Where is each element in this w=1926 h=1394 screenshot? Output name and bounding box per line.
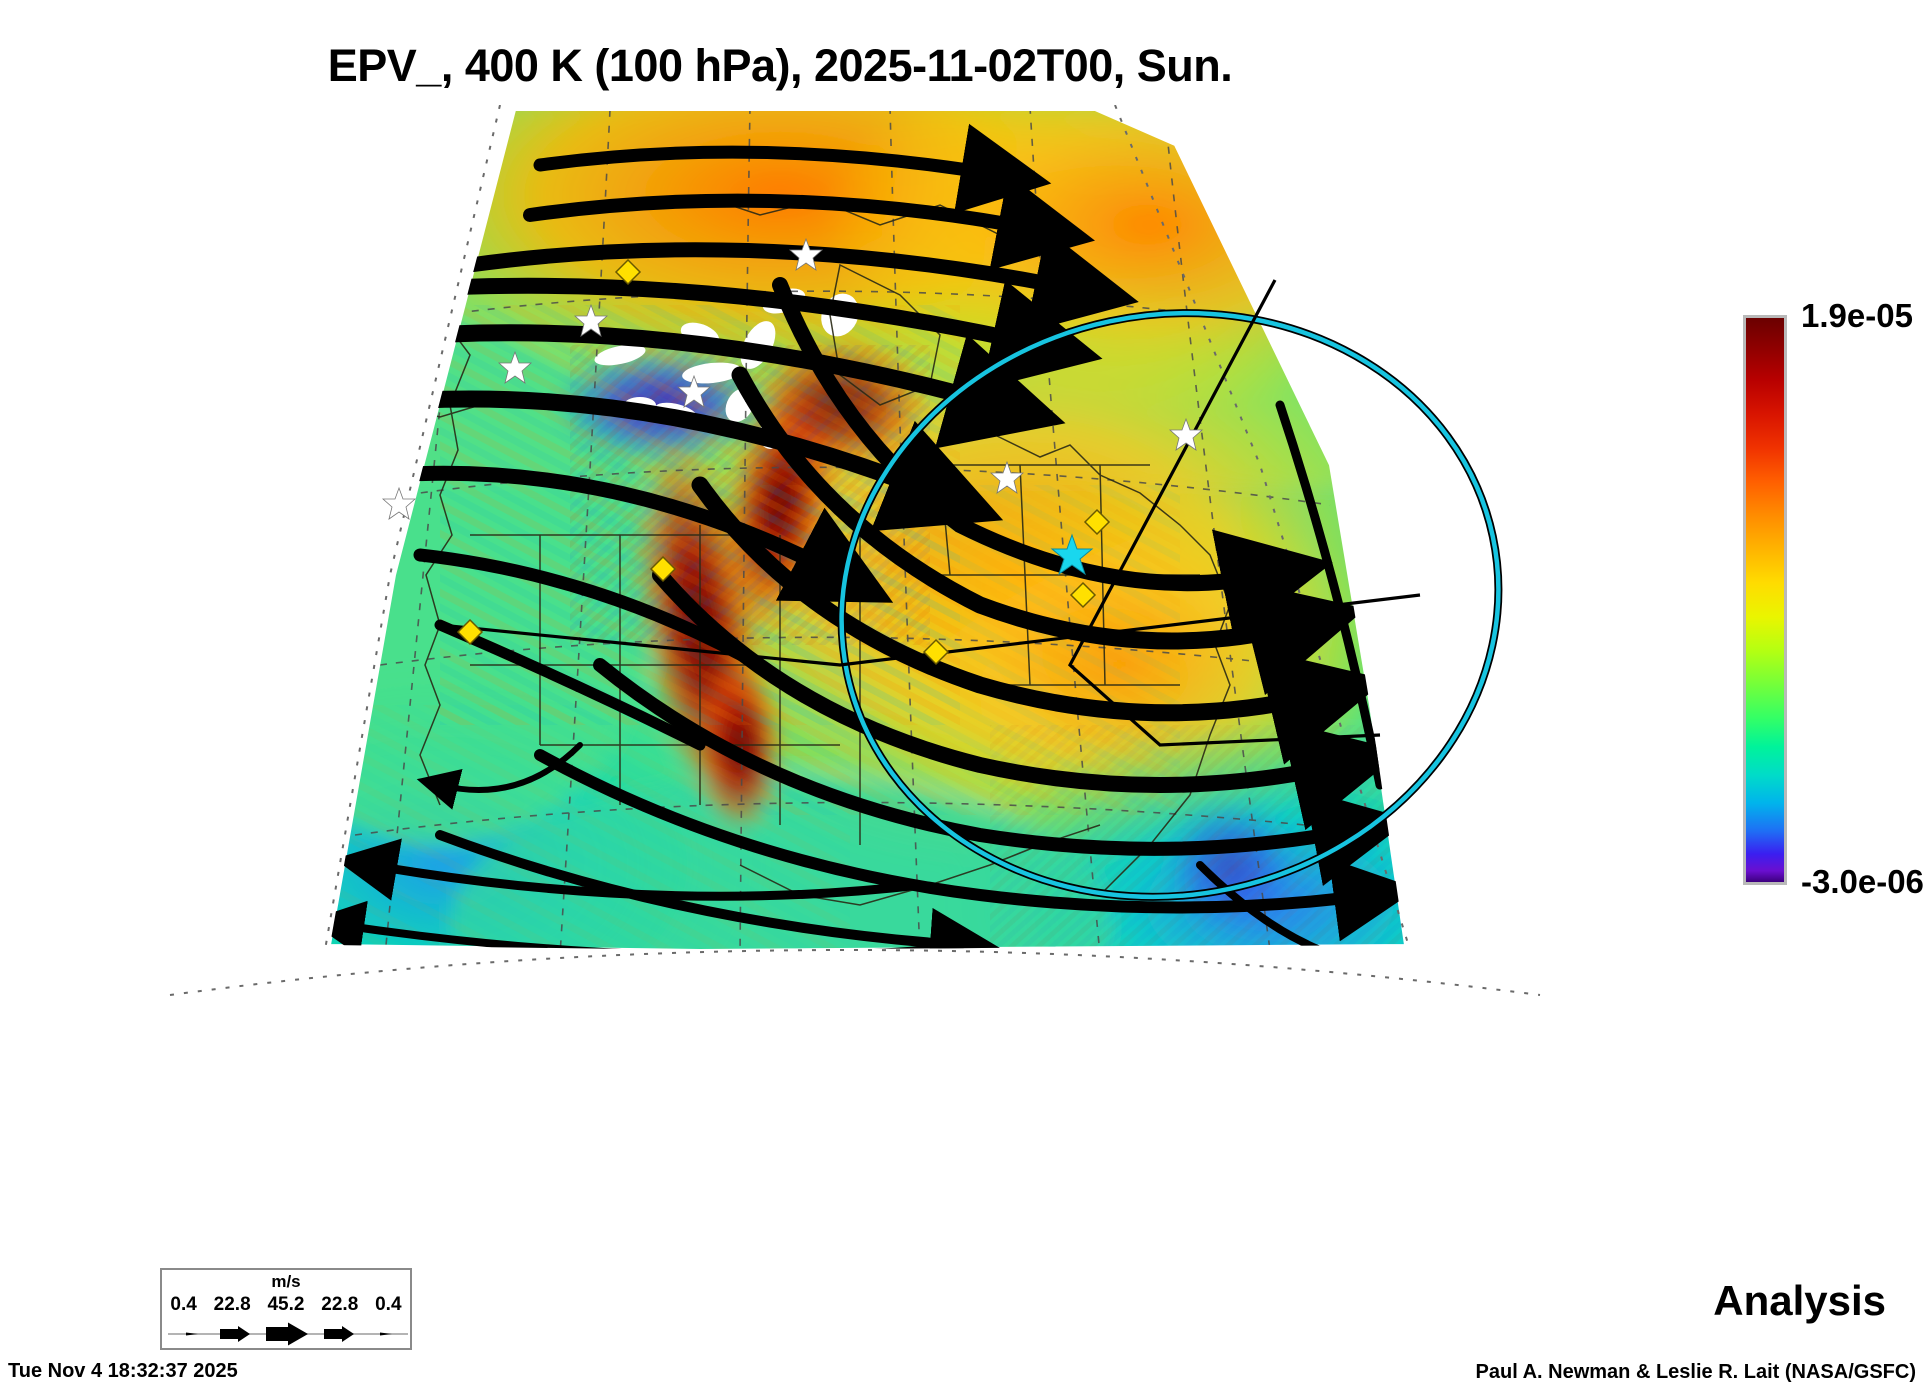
- white-star-marker: [381, 237, 1204, 520]
- wind-value-3: 22.8: [321, 1294, 359, 1315]
- wind-value-2: 45.2: [267, 1294, 305, 1315]
- colorbar: 1.9e-05 -3.0e-06: [1735, 297, 1925, 965]
- colorbar-gradient: [1743, 315, 1787, 885]
- map-figure[interactable]: [140, 105, 1570, 1015]
- map-panel[interactable]: [140, 105, 1570, 1015]
- wind-legend-arrow-icons: [168, 1322, 408, 1346]
- wind-value-0: 0.4: [170, 1294, 197, 1315]
- flight-track-lines: [439, 279, 1421, 747]
- station-markers[interactable]: [381, 237, 1204, 666]
- flight-range-circle: [837, 309, 1503, 901]
- generation-timestamp: Tue Nov 4 18:32:37 2025: [8, 1360, 238, 1382]
- wind-speed-legend: m/s 0.4 22.8 45.2 22.8 0.4: [160, 1268, 412, 1350]
- cyan-star-marker: [1050, 533, 1094, 576]
- analysis-label: Analysis: [1713, 1277, 1886, 1324]
- page-title: EPV_, 400 K (100 hPa), 2025-11-02T00, Su…: [327, 40, 1233, 91]
- wind-legend-values: 0.4 22.8 45.2 22.8 0.4: [162, 1294, 410, 1316]
- author-credit: Paul A. Newman & Leslie R. Lait (NASA/GS…: [1475, 1361, 1916, 1383]
- projection-frame: [169, 105, 1541, 996]
- colorbar-max-label: 1.9e-05: [1801, 297, 1913, 334]
- wind-value-4: 0.4: [375, 1294, 402, 1315]
- wind-value-1: 22.8: [213, 1294, 251, 1315]
- wind-legend-unit-label: m/s: [271, 1272, 301, 1291]
- yellow-diamond-marker: [456, 258, 1111, 666]
- colorbar-min-label: -3.0e-06: [1801, 863, 1924, 900]
